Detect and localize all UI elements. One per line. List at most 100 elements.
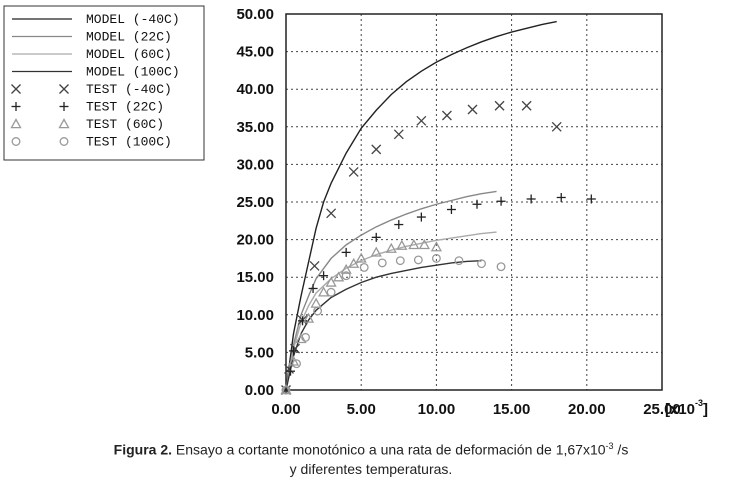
series-line-model-40c — [285, 20, 557, 391]
data-point-test-40c — [494, 100, 505, 111]
data-point-test-60c — [310, 297, 322, 308]
y-tick-label: 35.00 — [236, 119, 274, 136]
data-point-test-100c — [413, 255, 423, 265]
data-point-test-22c — [319, 271, 329, 281]
legend-item-test-22c: TEST (22C) — [11, 100, 164, 115]
data-point-test-100c — [281, 385, 291, 395]
x-tick-label: 0.00 — [271, 401, 300, 418]
series-line-model-100c — [285, 259, 482, 391]
y-tick-label: 50.00 — [236, 6, 274, 23]
legend-label: TEST (-40C) — [86, 82, 172, 97]
figure-caption: Figura 2. Ensayo a cortante monotónico a… — [0, 437, 742, 479]
data-point-test-60c — [396, 239, 408, 250]
data-point-test-100c — [326, 287, 336, 297]
legend-marker — [59, 84, 69, 94]
data-point-test-22c — [446, 205, 456, 215]
legend-marker — [59, 137, 69, 146]
data-point-test-60c — [370, 246, 382, 257]
y-tick-label: 0.00 — [245, 382, 274, 399]
data-point-test-60c — [408, 239, 420, 250]
y-tick-label: 20.00 — [236, 232, 274, 249]
tick-labels: 0.00 5.00 10.00 15.00 20.00 25.00 0.00 5.00 10.0… — [236, 6, 680, 418]
legend-item-test-40c: TEST (-40C) — [11, 82, 172, 97]
data-point-test-22c — [371, 232, 381, 242]
data-point-test-60c — [302, 312, 315, 323]
data-point-test-100c — [292, 359, 301, 369]
legend-box — [3, 5, 205, 161]
data-point-test-22c — [341, 247, 351, 257]
x-tick-label: 5.00 — [347, 401, 376, 418]
series-line-model-22c — [285, 190, 497, 391]
legend-marker — [11, 84, 21, 94]
legend-marker — [11, 137, 21, 146]
legend-marker — [11, 102, 21, 111]
data-point-test-40c — [393, 129, 404, 140]
caption-figure-label: Figura 2. — [113, 441, 173, 458]
x-axis-unit-prefix: [x10 — [665, 401, 695, 418]
series-layer — [280, 20, 596, 395]
data-point-test-22c — [308, 283, 318, 293]
data-point-test-60c — [355, 252, 367, 263]
data-point-test-40c — [416, 115, 427, 126]
legend-item-model-100c: MODEL (100C) — [12, 65, 180, 80]
series-line-model-60c — [285, 231, 497, 391]
data-point-test-22c — [394, 220, 404, 230]
caption-line-1: Figura 2. Ensayo a cortante monotónico a… — [0, 437, 742, 460]
data-point-test-100c — [395, 256, 405, 266]
grid — [286, 14, 662, 390]
data-point-test-40c — [348, 166, 359, 177]
x-tick-label: 25.00 — [643, 401, 681, 418]
data-point-test-60c — [385, 242, 397, 253]
legend-item-model-60c: MODEL (60C) — [12, 47, 172, 62]
legend-item-model-40c: MODEL (-40C) — [12, 12, 180, 27]
x-tick-label: 10.00 — [418, 401, 456, 418]
y-tick-label: 45.00 — [236, 44, 274, 61]
legend-marker — [10, 118, 22, 129]
plot-frame — [285, 13, 663, 391]
data-point-test-22c — [416, 212, 426, 222]
legend-label: MODEL (-40C) — [86, 12, 180, 27]
data-point-test-60c — [325, 276, 337, 287]
x-axis-unit-suffix: ] — [703, 401, 708, 418]
data-point-test-60c — [418, 239, 430, 250]
data-point-test-60c — [430, 241, 443, 252]
data-point-test-100c — [359, 262, 369, 272]
legend-marker — [59, 102, 69, 111]
caption-text-1: Ensayo a cortante monotónico a una rata … — [172, 441, 606, 458]
data-point-test-100c — [313, 306, 323, 316]
y-tick-label: 15.00 — [236, 269, 274, 286]
y-tick-label: 5.00 — [245, 344, 274, 361]
y-tick-label: 40.00 — [236, 81, 274, 98]
data-point-test-100c — [454, 256, 464, 266]
data-point-test-40c — [441, 110, 452, 121]
legend-label: MODEL (60C) — [86, 47, 172, 62]
data-point-test-22c — [286, 366, 296, 376]
legend-item-test-100c: TEST (100C) — [11, 135, 172, 150]
legend-label: TEST (22C) — [86, 100, 164, 115]
data-point-test-22c — [586, 194, 596, 204]
data-point-test-22c — [289, 346, 299, 356]
data-point-test-40c — [290, 343, 300, 354]
data-point-test-22c — [496, 196, 506, 206]
x-axis-unit: [x10-3] — [665, 398, 708, 418]
data-point-test-60c — [340, 263, 352, 274]
legend-label: MODEL (22C) — [86, 30, 172, 45]
y-tick-label: 30.00 — [236, 156, 274, 173]
legend: MODEL (-40C) MODEL (22C) MODEL (60C) MODEL … — [3, 5, 205, 161]
chart: 0.00 5.00 10.00 15.00 20.00 25.00 0.00 5.00 10.0… — [3, 5, 708, 418]
data-point-test-60c — [348, 257, 360, 268]
legend-label: TEST (100C) — [86, 135, 172, 150]
x-axis-unit-exponent: -3 — [695, 398, 703, 408]
x-tick-label: 20.00 — [568, 401, 606, 418]
data-point-test-40c — [551, 121, 562, 132]
data-point-test-40c — [371, 144, 382, 155]
data-point-test-40c — [521, 100, 532, 111]
data-point-test-100c — [377, 258, 387, 268]
data-point-test-100c — [477, 259, 486, 269]
caption-exponent: -3 — [605, 441, 614, 451]
caption-line-2: y diferentes temperaturas. — [289, 460, 453, 477]
data-point-test-40c — [284, 363, 294, 374]
legend-marker — [58, 118, 70, 129]
data-point-test-60c — [333, 271, 345, 282]
x-tick-label: 15.00 — [493, 401, 531, 418]
